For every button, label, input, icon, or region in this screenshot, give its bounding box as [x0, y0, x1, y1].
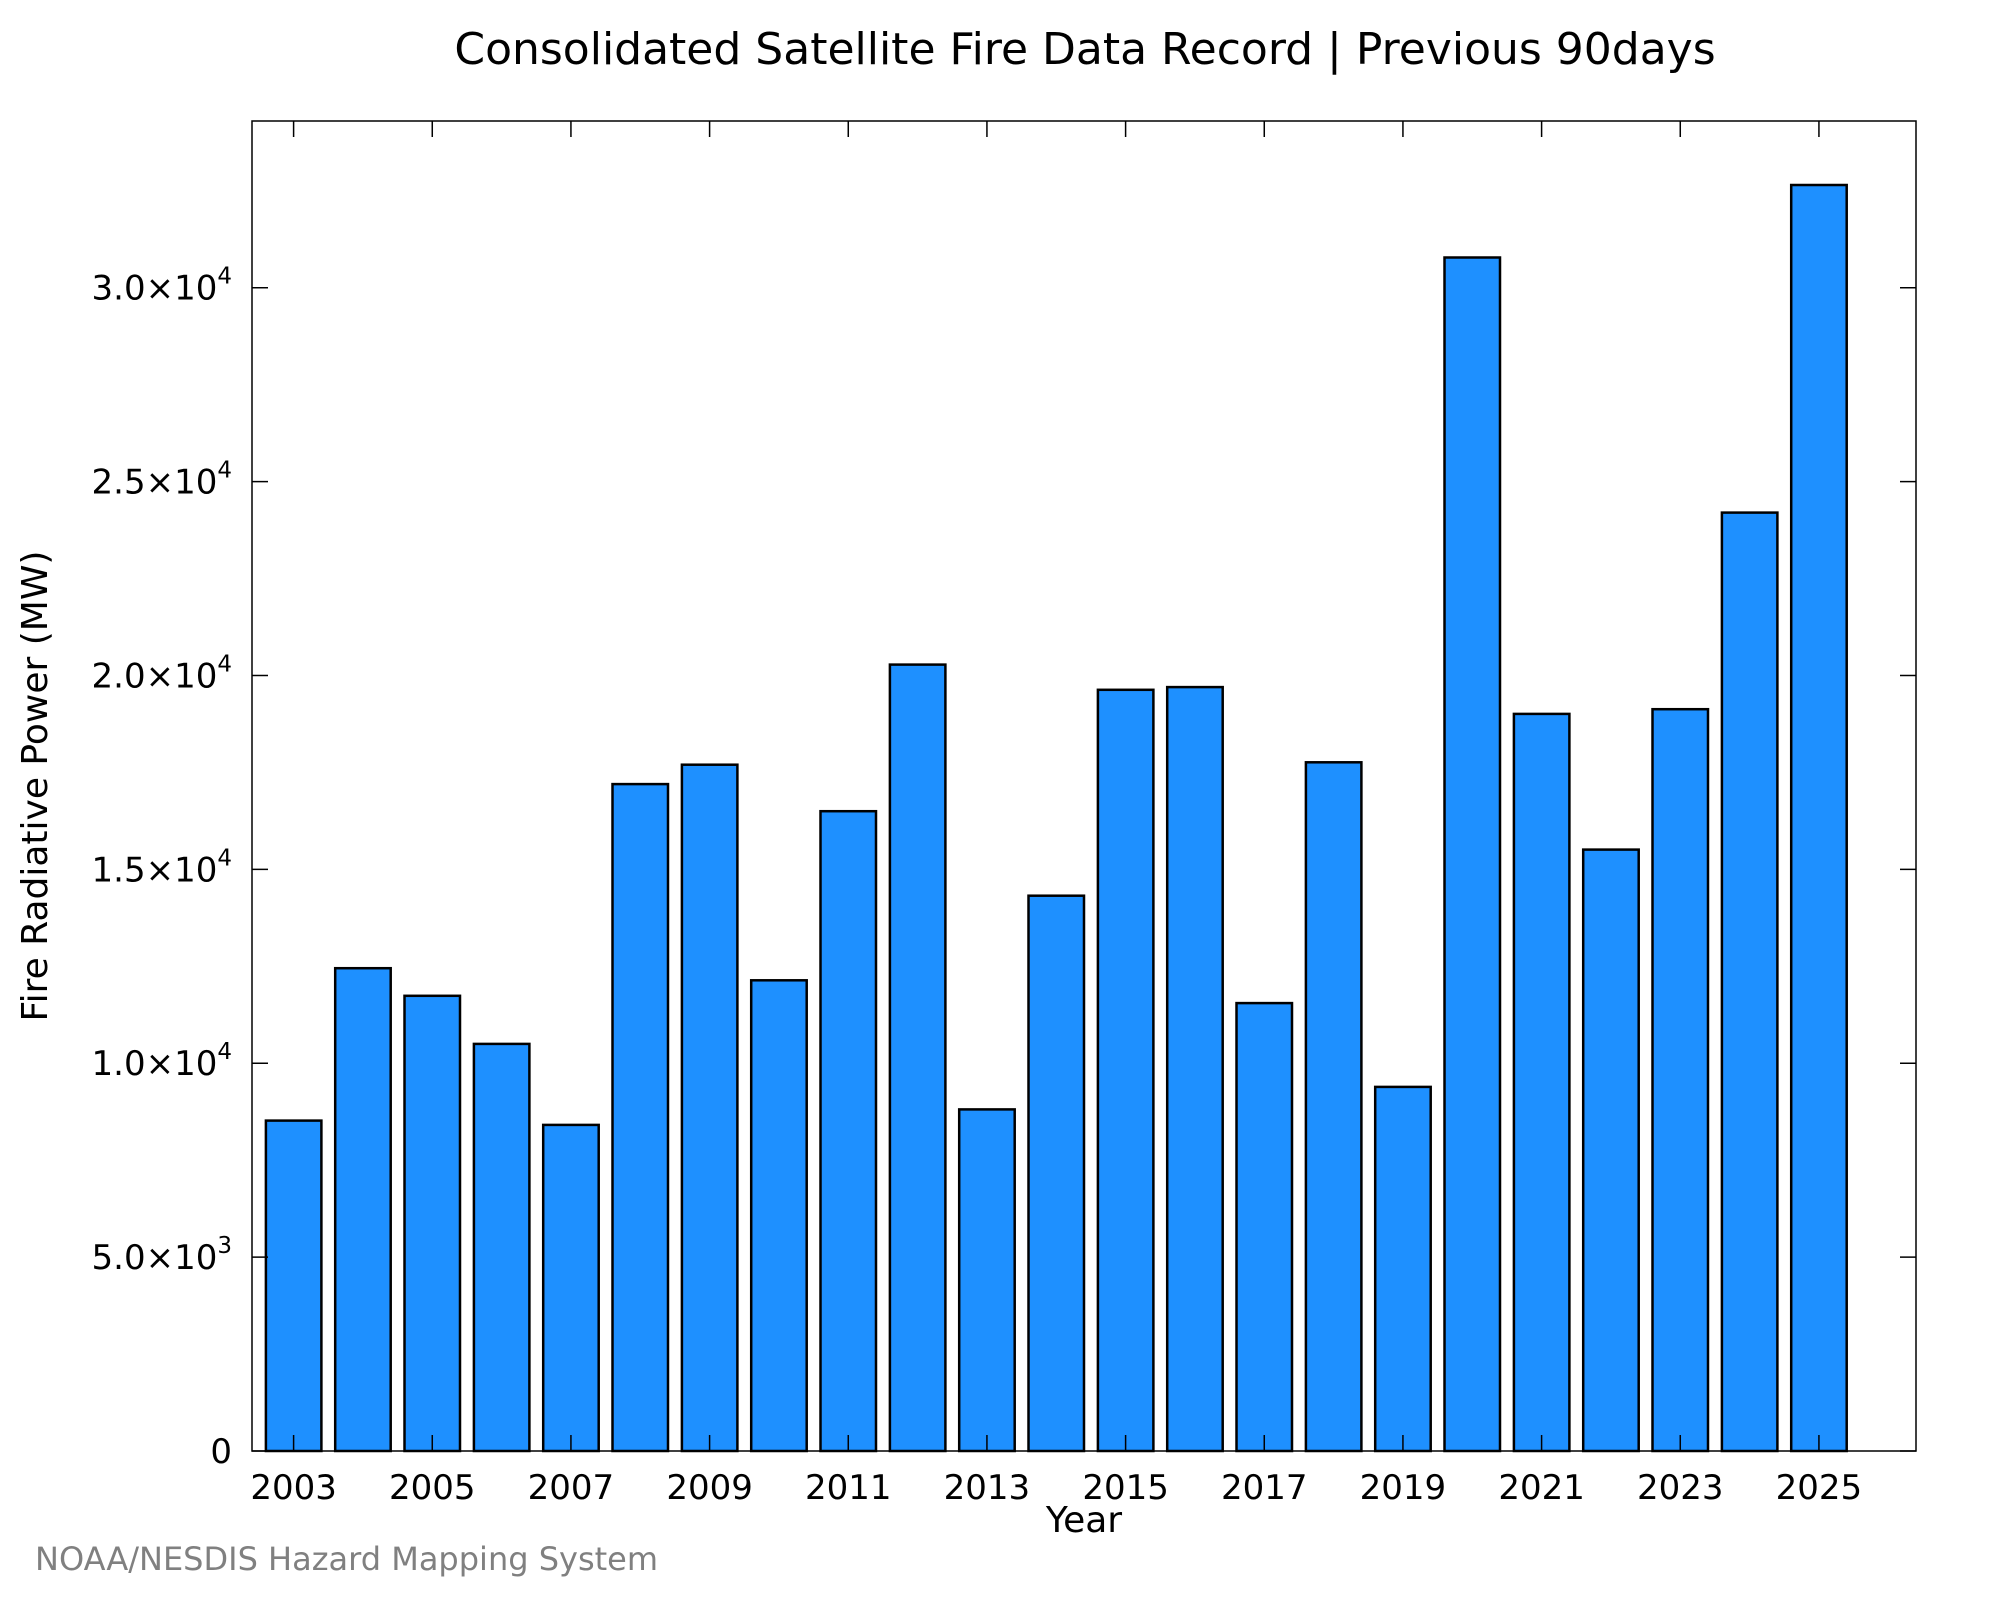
- y-tick-label-0: 0: [210, 1432, 232, 1472]
- bar-2012: [888, 663, 947, 1453]
- plot-area-frame: [251, 120, 1917, 1452]
- x-axis-label: Year: [1045, 1500, 1122, 1541]
- x-tick-label-2025: 2025: [1776, 1468, 1863, 1508]
- bar-2018: [1304, 761, 1363, 1453]
- bar-2005: [403, 994, 462, 1453]
- bar-2006: [472, 1042, 531, 1453]
- bar-2014: [1027, 894, 1086, 1453]
- bar-2010: [749, 979, 808, 1453]
- bars-group: [264, 183, 1848, 1453]
- ticks-group: 2003 2005 2007 2009 2011 2013 2015 2017 2019 2021…: [92, 121, 1916, 1508]
- bar-2015: [1096, 688, 1155, 1453]
- bar-2021: [1512, 712, 1571, 1453]
- x-tick-label-2009: 2009: [666, 1468, 753, 1508]
- x-tick-label-2015: 2015: [1082, 1468, 1169, 1508]
- x-tick-label-2021: 2021: [1498, 1468, 1585, 1508]
- bar-2019: [1373, 1085, 1432, 1453]
- bar-2004: [333, 966, 392, 1453]
- y-tick-label-10000: 1.0×104: [92, 1039, 232, 1084]
- bar-2013: [957, 1108, 1016, 1453]
- bar-2017: [1235, 1001, 1294, 1453]
- y-tick-label-30000: 3.0×104: [92, 264, 232, 309]
- x-tick-label-2005: 2005: [389, 1468, 476, 1508]
- y-tick-label-5000: 5.0×103: [92, 1233, 232, 1278]
- x-tick-label-2017: 2017: [1221, 1468, 1308, 1508]
- bar-2003: [264, 1119, 323, 1453]
- x-tick-label-2007: 2007: [528, 1468, 615, 1508]
- y-tick-label-15000: 1.5×104: [92, 845, 232, 890]
- bar-2009: [680, 763, 739, 1453]
- bar-2016: [1165, 685, 1224, 1453]
- credit-text: NOAA/NESDIS Hazard Mapping System: [35, 1540, 659, 1578]
- x-tick-label-2023: 2023: [1637, 1468, 1724, 1508]
- bar-2023: [1651, 707, 1710, 1453]
- bar-2008: [611, 782, 670, 1453]
- x-tick-label-2003: 2003: [250, 1468, 337, 1508]
- bar-2022: [1581, 848, 1640, 1453]
- bar-2007: [541, 1123, 600, 1453]
- y-tick-label-25000: 2.5×104: [92, 458, 232, 503]
- chart-title: Consolidated Satellite Fire Data Record …: [454, 24, 1715, 75]
- y-tick-label-20000: 2.0×104: [92, 651, 232, 696]
- x-tick-label-2019: 2019: [1360, 1468, 1447, 1508]
- x-tick-label-2013: 2013: [944, 1468, 1031, 1508]
- x-tick-label-2011: 2011: [805, 1468, 892, 1508]
- bar-2024: [1720, 511, 1779, 1453]
- bar-2025: [1789, 183, 1848, 1453]
- bar-2011: [819, 809, 878, 1453]
- bar-2020: [1443, 256, 1502, 1453]
- y-axis-label: Fire Radiative Power (MW): [15, 551, 56, 1022]
